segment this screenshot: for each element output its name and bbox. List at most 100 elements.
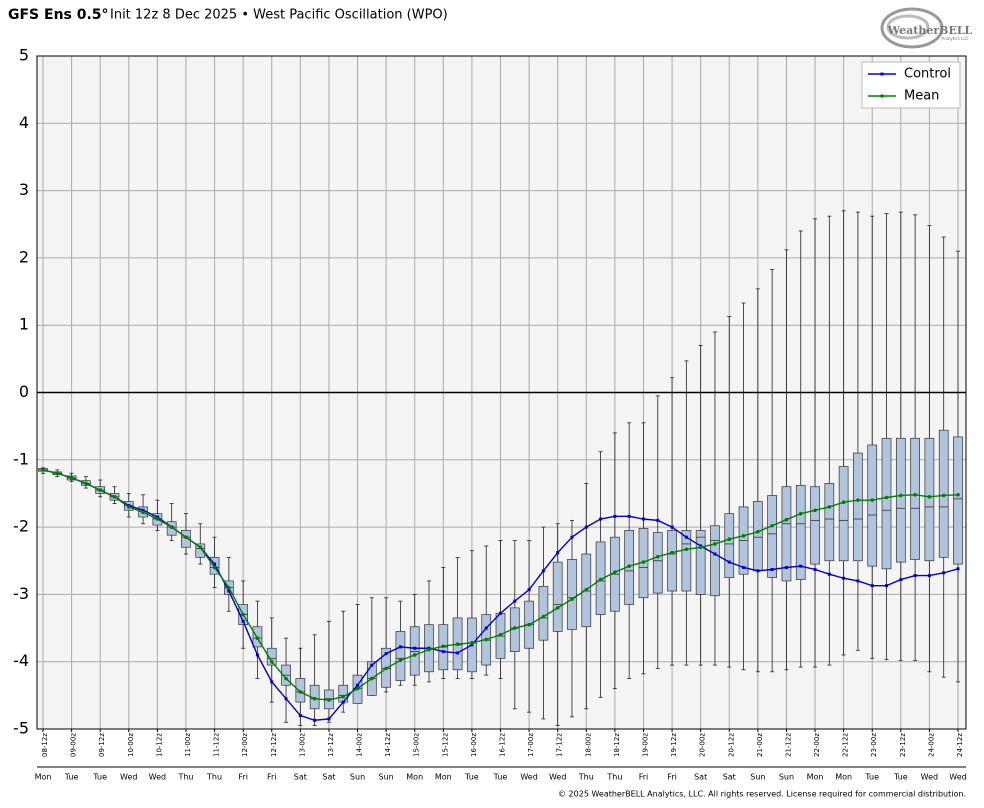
mean-marker xyxy=(698,545,703,550)
mean-marker xyxy=(470,641,474,645)
weekday-label: Thu xyxy=(177,773,193,782)
control-marker xyxy=(456,651,460,655)
mean-marker xyxy=(341,694,346,699)
weekday-label: Tue xyxy=(464,773,479,782)
weekday-label: Mon xyxy=(835,773,852,782)
control-marker xyxy=(684,535,688,539)
weekday-label: Wed xyxy=(120,773,137,782)
x-tick-label: 22-00z xyxy=(813,733,821,757)
control-marker xyxy=(641,517,645,521)
marks xyxy=(38,210,963,727)
logo-text: WeatherBELL xyxy=(887,24,973,37)
mean-marker xyxy=(484,637,489,642)
control-marker xyxy=(155,515,159,519)
weekday-label: Fri xyxy=(667,773,677,782)
x-tick-label: 23-12z xyxy=(899,733,907,757)
box xyxy=(681,530,692,592)
mean-marker xyxy=(155,517,160,521)
mean-marker xyxy=(798,511,803,516)
x-tick-label: 17-12z xyxy=(556,733,564,757)
x-tick-label: 21-12z xyxy=(784,733,792,757)
weekday-label: Thu xyxy=(606,773,622,782)
box xyxy=(795,485,806,580)
mean-marker xyxy=(527,622,531,627)
control-marker xyxy=(827,572,831,576)
control-marker xyxy=(756,569,760,573)
control-marker xyxy=(713,552,717,556)
y-tick-label: -5 xyxy=(13,719,29,738)
weekday-label: Wed xyxy=(520,773,537,782)
control-marker xyxy=(842,576,846,580)
control-marker xyxy=(584,525,588,529)
mean-marker xyxy=(784,517,789,522)
weekday-label: Sat xyxy=(694,773,707,782)
mean-marker xyxy=(813,508,817,513)
mean-marker xyxy=(370,676,374,681)
mean-marker xyxy=(713,542,717,546)
mean-marker xyxy=(269,659,274,664)
weekday-label: Mon xyxy=(435,773,452,782)
y-tick-label: -3 xyxy=(13,584,29,603)
weekday-label: Tue xyxy=(493,773,508,782)
weekday-label: Sun xyxy=(350,773,365,782)
mean-marker xyxy=(913,492,917,497)
x-tick-label: 21-00z xyxy=(756,733,764,757)
legend-label: Control xyxy=(904,67,951,82)
y-tick-label: 4 xyxy=(19,113,29,132)
weekday-label: Tue xyxy=(64,773,79,782)
logo-ring xyxy=(886,14,930,40)
weekday-label: Mon xyxy=(807,773,824,782)
mean-marker xyxy=(355,686,360,691)
control-marker xyxy=(927,574,931,578)
mean-marker xyxy=(55,471,60,476)
mean-marker xyxy=(112,495,117,499)
x-tick-label: 24-00z xyxy=(927,733,935,757)
box xyxy=(724,513,735,578)
mean-marker xyxy=(870,498,875,502)
box xyxy=(195,543,206,558)
control-marker xyxy=(327,717,331,721)
mean-marker xyxy=(184,535,188,539)
box xyxy=(910,437,920,560)
mean-marker xyxy=(498,632,503,637)
control-marker xyxy=(913,574,917,578)
x-tick-label: 13-00z xyxy=(298,733,306,757)
mean-marker xyxy=(613,570,617,574)
mean-marker xyxy=(455,642,460,647)
y-tick-label: 5 xyxy=(19,46,29,65)
mean-marker xyxy=(126,505,131,509)
x-tick-label: 12-12z xyxy=(270,733,278,757)
x-tick-label: 11-12z xyxy=(213,733,221,757)
weekday-label: Thu xyxy=(206,773,222,782)
mean-marker xyxy=(227,585,231,590)
weekday-label: Mon xyxy=(406,773,423,782)
y-tick-label: -2 xyxy=(13,517,29,536)
mean-marker xyxy=(956,492,960,497)
x-tick-label: 18-12z xyxy=(613,733,621,757)
mean-marker xyxy=(841,500,846,504)
mean-marker xyxy=(41,468,45,472)
weekday-label: Tue xyxy=(893,773,908,782)
control-marker xyxy=(270,680,274,684)
x-tick-label: 08-12z xyxy=(41,733,49,757)
x-tick-label: 13-12z xyxy=(327,733,335,757)
control-marker xyxy=(784,565,788,569)
box xyxy=(781,486,792,582)
box xyxy=(710,525,720,597)
weekday-label: Wed xyxy=(921,773,938,782)
mean-marker xyxy=(899,493,903,498)
mean-marker xyxy=(627,564,631,568)
box xyxy=(409,626,420,676)
footer: © 2025 WeatherBELL Analytics, LLC. All r… xyxy=(558,790,966,799)
mean-marker xyxy=(756,530,760,534)
x-tick-label: 24-12z xyxy=(956,733,964,757)
x-tick-label: 14-12z xyxy=(384,733,392,757)
box xyxy=(838,466,849,562)
x-tick-label: 11-00z xyxy=(184,733,192,757)
control-marker xyxy=(870,584,874,588)
mean-marker xyxy=(770,523,774,528)
y-tick-label: -4 xyxy=(13,651,29,670)
mean-marker xyxy=(570,597,574,601)
mean-marker xyxy=(856,498,860,502)
box xyxy=(767,495,777,578)
